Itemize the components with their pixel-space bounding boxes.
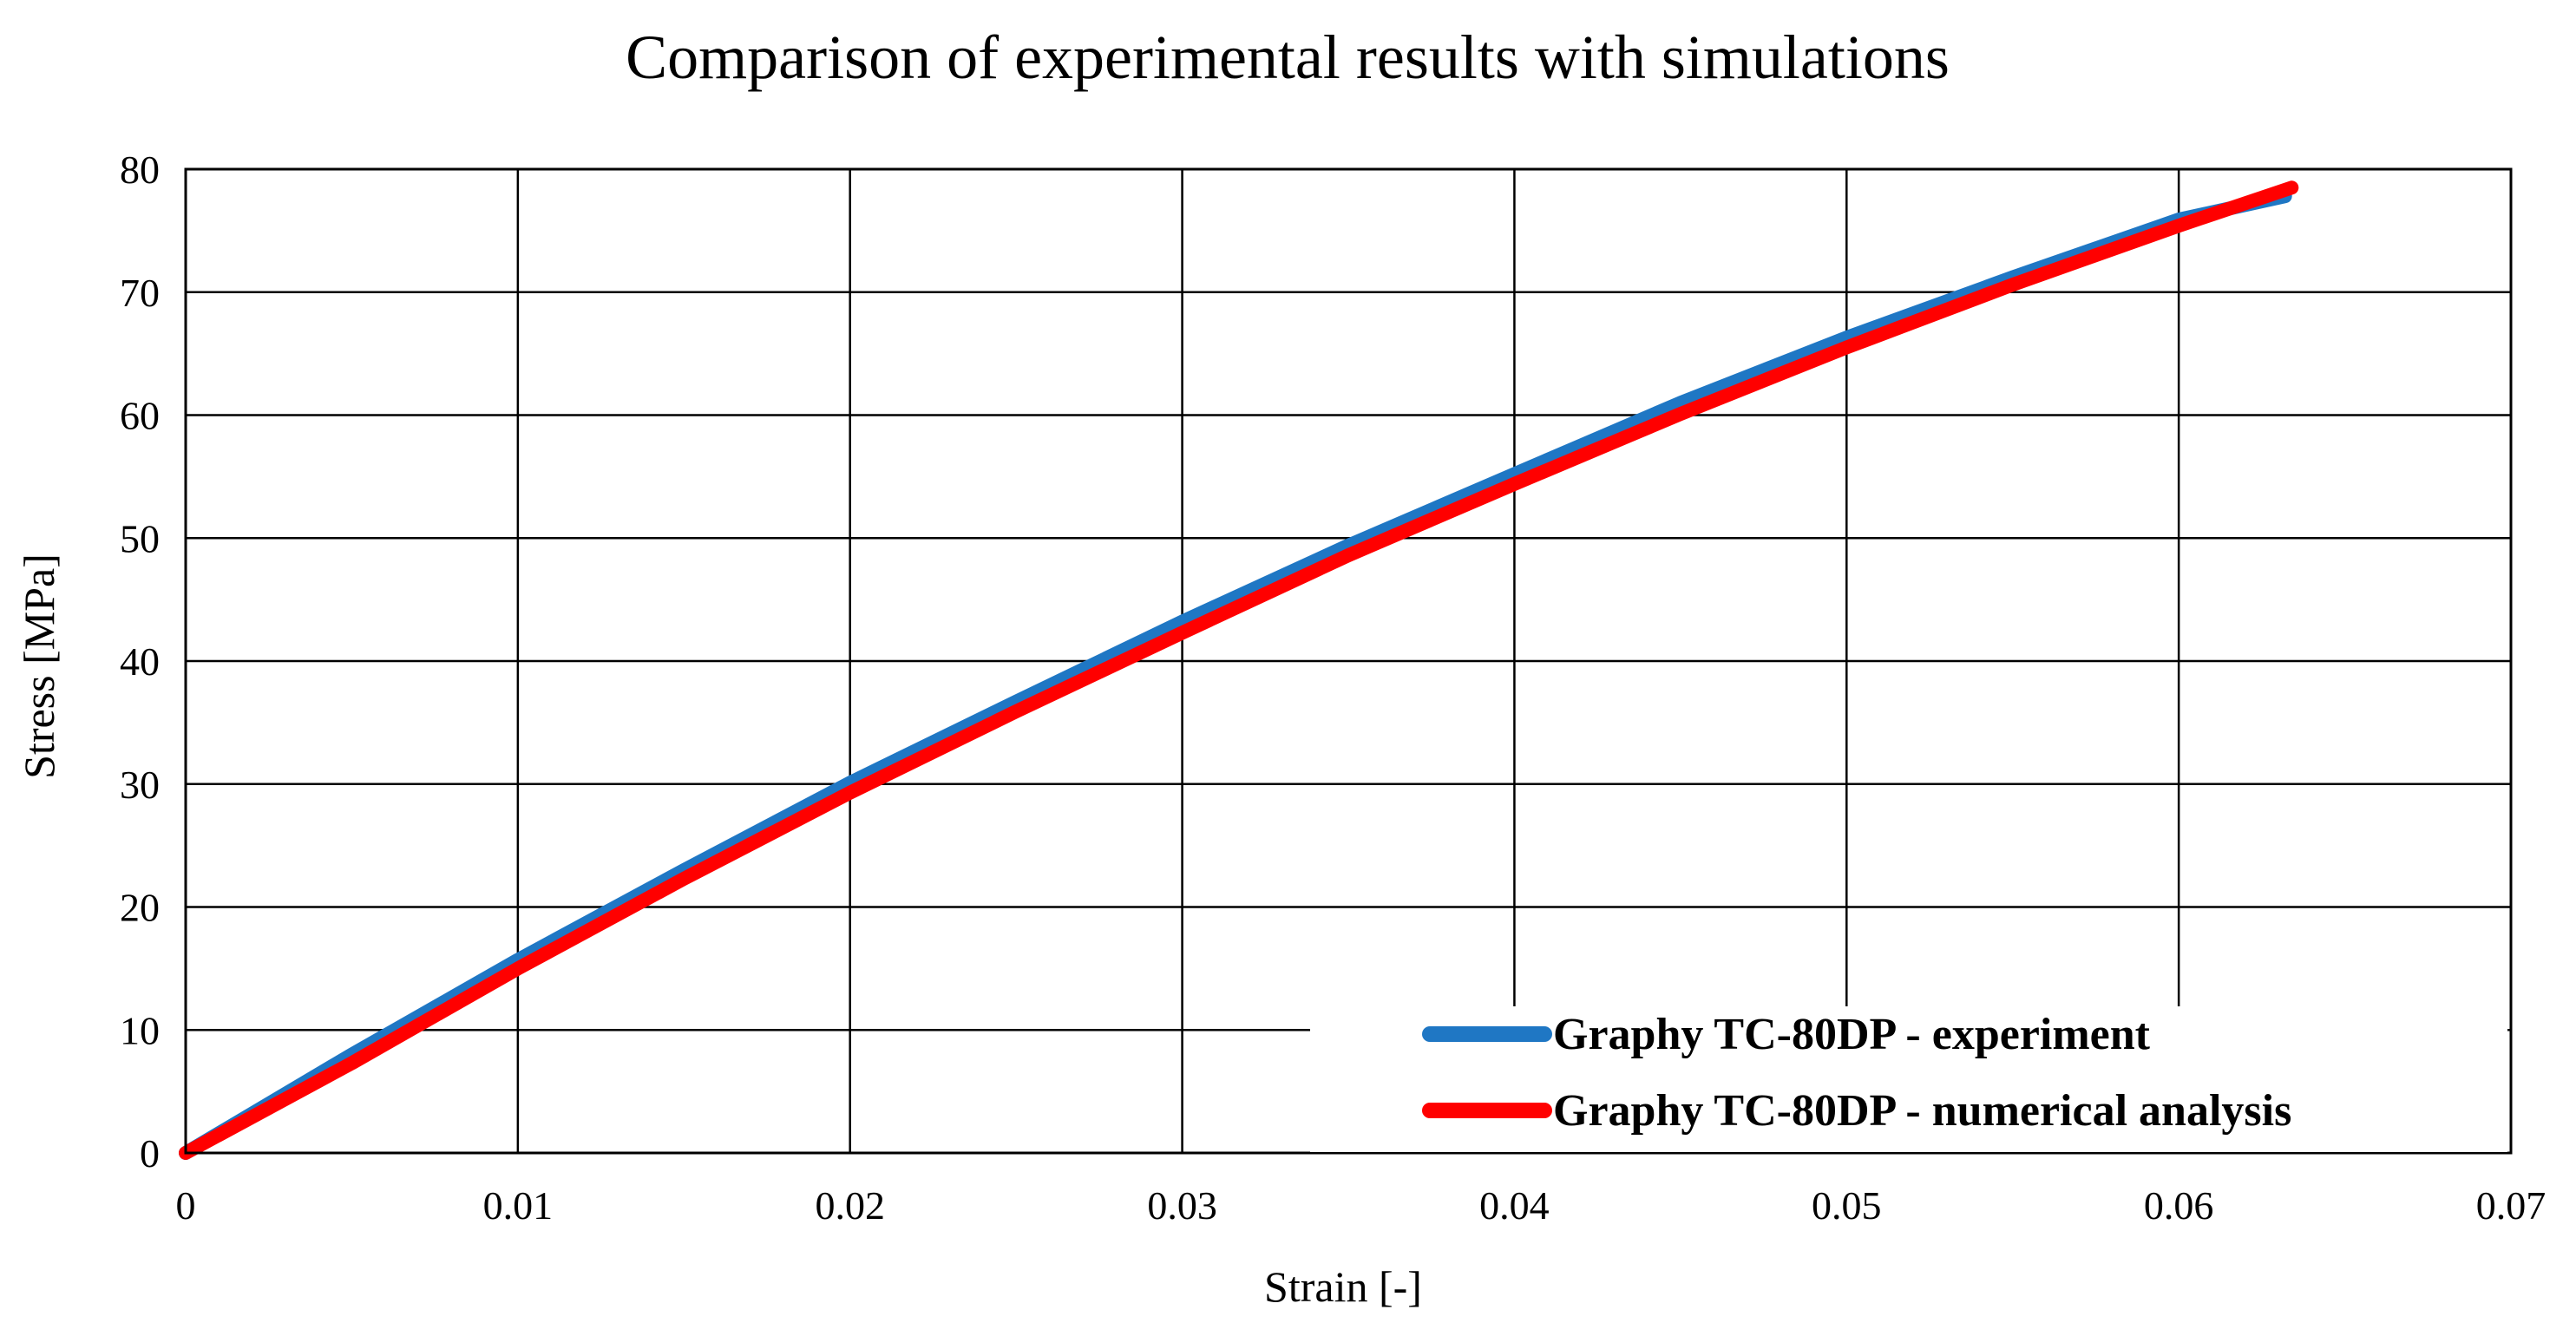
y-tick-label: 50 [120,516,160,560]
series-line-numerical [179,180,2299,1160]
series-line-experiment [179,189,2292,1160]
series-lines [179,180,2299,1160]
grid [184,167,2513,1155]
tick-labels: 0 0.01 0.02 0.03 0.04 0.05 0.06 0.07 0 10 20 30 40 50… [120,147,2546,1228]
y-tick-label: 10 [120,1008,160,1052]
x-axis-title: Strain [-] [1264,1262,1422,1311]
x-tick-label: 0.05 [1812,1183,1882,1228]
x-tick-label: 0.06 [2144,1183,2214,1228]
legend-label-experiment: Graphy TC-80DP - experiment [1553,1010,2151,1059]
x-tick-label: 0.01 [483,1183,554,1228]
y-axis-title: Stress [MPa] [15,553,63,779]
plot-frame [184,167,2513,1155]
x-tick-label: 0.02 [815,1183,885,1228]
y-tick-label: 80 [120,147,160,192]
x-tick-label: 0.04 [1479,1183,1550,1228]
y-tick-label: 0 [140,1131,160,1176]
y-tick-label: 40 [120,639,160,684]
y-tick-label: 70 [120,271,160,315]
x-tick-label: 0.07 [2476,1183,2547,1228]
y-tick-label: 20 [120,886,160,930]
y-tick-label: 30 [120,763,160,807]
legend: Graphy TC-80DP - experiment Graphy TC-80… [1310,1006,2507,1152]
y-tick-label: 60 [120,394,160,438]
legend-label-numerical: Graphy TC-80DP - numerical analysis [1553,1086,2291,1136]
x-tick-label: 0.03 [1147,1183,1217,1228]
x-tick-label: 0 [176,1183,196,1228]
chart-title: Comparison of experimental results with … [626,23,1950,92]
